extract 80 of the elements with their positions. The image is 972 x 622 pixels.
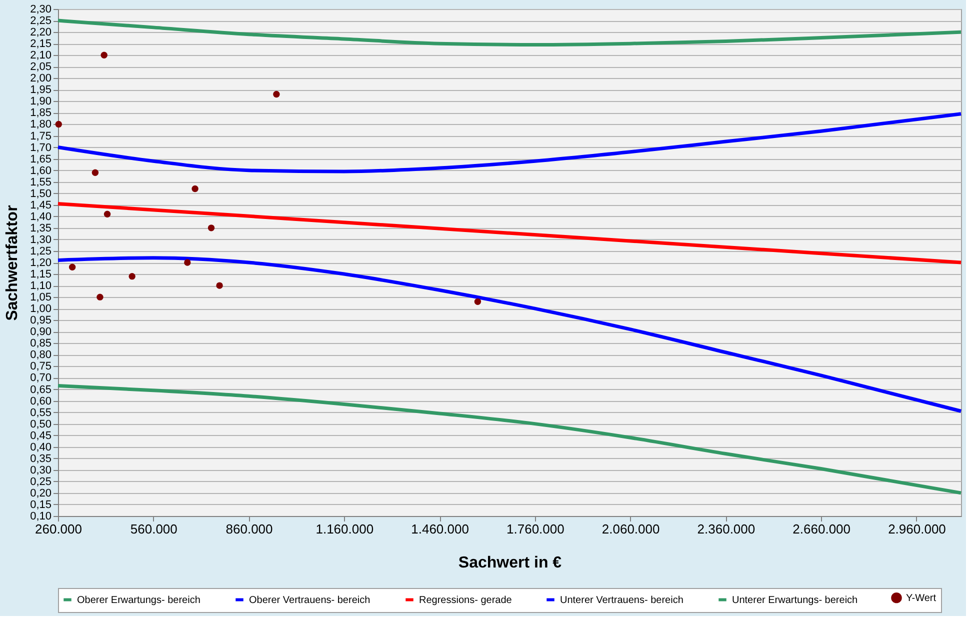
y-tick-label: 1,35 [30, 222, 52, 234]
x-tick-label: 860.000 [226, 522, 273, 536]
y-tick-label: 0,55 [30, 406, 52, 419]
point [100, 52, 108, 58]
line-series [56, 112, 963, 174]
y-tick-label: 0,65 [30, 384, 52, 396]
x-tick-label: 2.660.000 [792, 522, 851, 536]
x-tick-label: 2.060.000 [602, 522, 660, 536]
y-tick-label: 1,10 [30, 280, 52, 292]
y-tick-label: 0,20 [30, 487, 52, 500]
y-tick-label: 0,50 [30, 418, 52, 430]
point [104, 210, 111, 218]
y-tick-label: 0,75 [30, 360, 52, 373]
point [92, 169, 99, 176]
y-tick-label: 2,20 [30, 26, 52, 39]
y-axis-title: Sachwertfaktor [4, 205, 22, 321]
legend-label: Y-Wert [906, 592, 936, 604]
x-tick-label: 260.000 [35, 522, 82, 536]
line-series [56, 384, 963, 495]
y-tick-label: 1,45 [30, 199, 52, 212]
y-tick-label: 1,15 [30, 268, 52, 281]
y-tick-label: 1,60 [30, 164, 52, 177]
y-tick-label: 1,95 [30, 84, 52, 96]
point [474, 298, 482, 306]
x-tick-label: 2.960.000 [888, 522, 946, 536]
y-tick-label: 0,60 [30, 395, 52, 408]
point [55, 120, 62, 128]
x-tick-label: 1.460.000 [411, 522, 469, 536]
y-tick-label: 1,85 [30, 107, 52, 120]
y-tick-label: 0,40 [30, 441, 52, 454]
legend-label: Oberer Erwartungs- bereich [77, 594, 200, 606]
y-tick-label: 0,45 [30, 430, 52, 442]
y-tick-label: 1,05 [30, 292, 52, 304]
point [68, 264, 76, 270]
point [184, 259, 191, 266]
y-tick-label: 1,55 [30, 176, 52, 188]
y-tick-label: 1,20 [30, 257, 52, 269]
point [192, 185, 198, 192]
y-tick-label: 1,00 [30, 303, 52, 316]
y-tick-label: 0,95 [30, 314, 52, 327]
y-tick-label: 2,25 [30, 15, 52, 28]
legend-label: Unterer Erwartungs- bereich [732, 594, 858, 606]
x-axis-title: Sachwert in € [458, 554, 562, 572]
x-tick-label: 560.000 [130, 522, 178, 536]
y-tick-label: 2,05 [30, 61, 52, 74]
y-tick-label: 0,25 [30, 476, 52, 488]
y-tick-label: 2,10 [30, 50, 52, 62]
y-tick-label: 1,40 [30, 210, 52, 223]
y-tick-label: 0,10 [30, 510, 52, 522]
point [96, 294, 104, 300]
y-tick-label: 1,70 [30, 142, 52, 154]
y-tick-label: 1,80 [30, 118, 52, 131]
x-tick-label: 1.160.000 [316, 522, 374, 536]
line-series [56, 256, 963, 413]
y-tick-label: 0,35 [30, 452, 52, 465]
point [216, 282, 223, 289]
point [128, 272, 136, 280]
y-tick-label: 1,90 [30, 96, 52, 108]
y-tick-label: 1,75 [30, 130, 52, 142]
y-tick-label: 1,65 [30, 153, 52, 166]
y-tick-label: 1,30 [30, 234, 52, 246]
y-tick-label: 2,15 [30, 38, 52, 50]
y-tick-label: 2,30 [30, 4, 52, 16]
x-tick-label: 1.760.000 [506, 522, 564, 536]
y-tick-label: 2,00 [30, 72, 52, 85]
point [208, 224, 215, 232]
legend-label: Unterer Vertrauens- bereich [560, 594, 684, 606]
y-tick-label: 0,30 [30, 464, 52, 476]
point [273, 90, 280, 98]
y-tick-label: 0,90 [30, 326, 52, 338]
y-tick-label: 1,25 [30, 245, 52, 258]
x-tick-label: 2.360.000 [697, 522, 756, 536]
legend-label: Oberer Vertrauens- bereich [249, 594, 370, 606]
y-tick-label: 1,50 [30, 188, 52, 200]
y-tick-label: 0,85 [30, 338, 52, 350]
line-series [56, 18, 963, 46]
y-tick-label: 0,80 [30, 349, 52, 362]
y-tick-label: 0,15 [30, 498, 52, 511]
legend-label: Regressions- gerade [419, 594, 512, 606]
y-tick-label: 0,70 [30, 372, 52, 384]
